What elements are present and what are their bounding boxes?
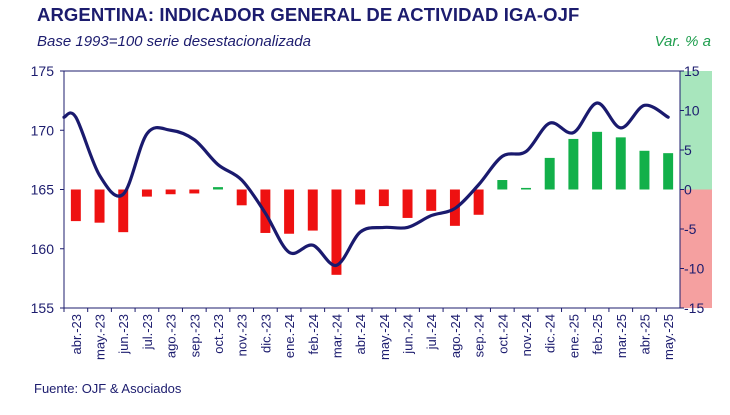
source-note: Fuente: OJF & Asociados [34, 381, 182, 396]
bar-abr.-24 [355, 189, 366, 205]
x-tick-label: ago.-23 [164, 314, 179, 358]
bar-nov.-23 [236, 189, 247, 206]
right-tick-label: -10 [684, 261, 704, 277]
right-tick-label: 5 [684, 142, 692, 158]
x-tick-label: nov.-23 [235, 314, 250, 356]
left-tick-label: 170 [31, 122, 55, 138]
bar-abr.-25 [639, 150, 650, 190]
x-tick-label: mar.-24 [329, 314, 344, 358]
bar-sep.-24 [473, 189, 484, 215]
x-tick-label: oct.-23 [211, 314, 226, 354]
bar-ene.-25 [568, 138, 579, 190]
iga-index-line [62, 101, 670, 267]
bar-feb.-24 [307, 189, 318, 231]
right-tick-label: -5 [684, 221, 697, 237]
x-tick-label: abr.-25 [637, 314, 652, 354]
x-tick-label: jun.-24 [401, 314, 416, 355]
left-tick-label: 155 [31, 300, 55, 316]
bar-nov.-24 [521, 187, 531, 190]
x-tick-label: jul.-23 [140, 314, 155, 350]
bar-feb.-25 [592, 131, 603, 190]
x-tick-label: mar.-25 [614, 314, 629, 358]
right-tick-label: 15 [684, 63, 700, 79]
bar-jun.-24 [402, 189, 413, 218]
x-tick-label: ago.-24 [448, 314, 463, 358]
x-tick-label: abr.-24 [353, 314, 368, 354]
x-tick-label: ene.-24 [282, 314, 297, 358]
bar-jul.-24 [426, 189, 437, 211]
bar-oct.-24 [497, 180, 508, 190]
left-tick-label: 165 [31, 182, 55, 198]
right-tick-label: -15 [684, 300, 704, 316]
chart-title: ARGENTINA: INDICADOR GENERAL DE ACTIVIDA… [37, 4, 580, 25]
right-axis-unit-label: Var. % a [654, 33, 711, 50]
x-tick-label: jul.-24 [424, 314, 439, 350]
bar-jul.-23 [141, 189, 152, 197]
bar-oct.-23 [213, 187, 223, 190]
x-tick-label: may.-25 [661, 314, 676, 360]
bar-mar.-24 [331, 189, 342, 275]
x-tick-label: nov.-24 [519, 314, 534, 356]
x-tick-label: feb.-25 [590, 314, 605, 354]
x-tick-label: jun.-23 [116, 314, 131, 355]
x-tick-label: may.-24 [377, 314, 392, 360]
positive-band [680, 71, 712, 190]
plot-frame [63, 70, 681, 309]
x-tick-label: dic.-24 [543, 314, 558, 353]
x-tick-label: may.-23 [93, 314, 108, 360]
bar-may.-25 [663, 153, 674, 190]
x-tick-label: abr.-23 [69, 314, 84, 354]
bar-ago.-23 [165, 189, 176, 195]
left-tick-label: 160 [31, 241, 55, 257]
negative-band [680, 189, 712, 308]
x-tick-label: sep.-23 [187, 314, 202, 357]
x-tick-label: dic.-23 [258, 314, 273, 353]
x-tick-label: feb.-24 [306, 314, 321, 354]
right-tick-label: 0 [684, 182, 692, 198]
bar-may.-23 [94, 189, 105, 223]
bar-ene.-24 [284, 189, 295, 234]
bar-may.-24 [378, 189, 389, 207]
right-tick-label: 10 [684, 103, 700, 119]
chart-subtitle: Base 1993=100 serie desestacionalizada [37, 33, 311, 50]
bar-abr.-23 [70, 189, 81, 222]
left-tick-label: 175 [31, 63, 55, 79]
bar-mar.-25 [615, 137, 626, 190]
bar-sep.-23 [189, 189, 200, 194]
x-tick-label: oct.-24 [495, 314, 510, 354]
bar-dic.-24 [544, 157, 555, 190]
bar-jun.-23 [118, 189, 129, 233]
x-tick-label: ene.-25 [566, 314, 581, 358]
x-tick-label: sep.-24 [472, 314, 487, 357]
